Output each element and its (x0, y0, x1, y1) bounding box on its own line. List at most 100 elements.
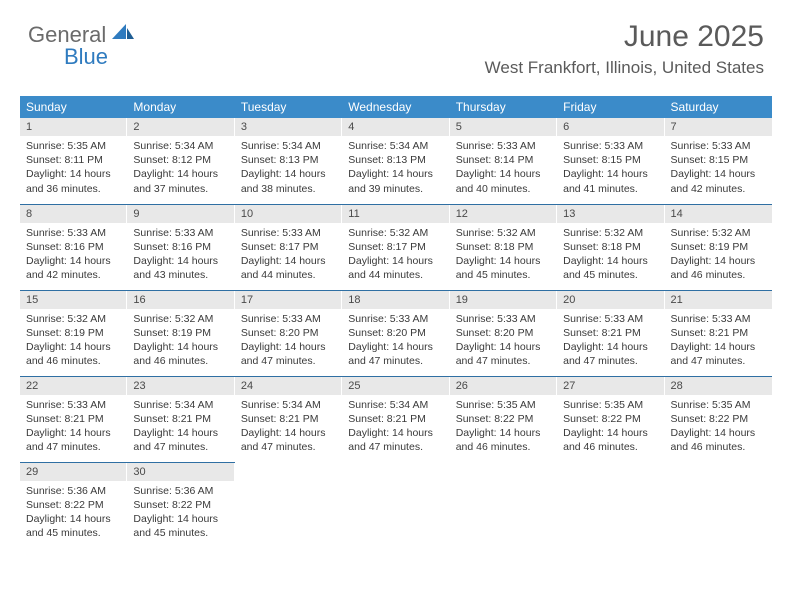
calendar-cell: 11Sunrise: 5:32 AMSunset: 8:17 PMDayligh… (342, 204, 449, 290)
sunrise-line: Sunrise: 5:33 AM (456, 139, 551, 153)
day-number: 5 (450, 118, 557, 136)
day-content: Sunrise: 5:33 AMSunset: 8:15 PMDaylight:… (665, 136, 772, 200)
sunrise-line: Sunrise: 5:32 AM (26, 312, 121, 326)
sunset-line: Sunset: 8:18 PM (456, 240, 551, 254)
day-header: Tuesday (235, 96, 342, 118)
sunset-line: Sunset: 8:22 PM (26, 498, 121, 512)
calendar-cell: 15Sunrise: 5:32 AMSunset: 8:19 PMDayligh… (20, 290, 127, 376)
day-content: Sunrise: 5:33 AMSunset: 8:21 PMDaylight:… (557, 309, 664, 373)
day-number: 26 (450, 377, 557, 395)
day-header: Thursday (450, 96, 557, 118)
month-title: June 2025 (485, 20, 764, 54)
sunrise-line: Sunrise: 5:34 AM (348, 398, 443, 412)
sunset-line: Sunset: 8:21 PM (26, 412, 121, 426)
sunrise-line: Sunrise: 5:34 AM (133, 398, 228, 412)
day-content: Sunrise: 5:33 AMSunset: 8:21 PMDaylight:… (20, 395, 127, 459)
day-content: Sunrise: 5:36 AMSunset: 8:22 PMDaylight:… (127, 481, 234, 545)
calendar-cell: 1Sunrise: 5:35 AMSunset: 8:11 PMDaylight… (20, 118, 127, 204)
day-content: Sunrise: 5:32 AMSunset: 8:19 PMDaylight:… (20, 309, 127, 373)
day-header: Saturday (665, 96, 772, 118)
calendar-week-row: 8Sunrise: 5:33 AMSunset: 8:16 PMDaylight… (20, 204, 772, 290)
daylight-line: Daylight: 14 hours and 38 minutes. (241, 167, 336, 195)
day-number: 4 (342, 118, 449, 136)
calendar-cell: 26Sunrise: 5:35 AMSunset: 8:22 PMDayligh… (450, 376, 557, 462)
calendar-cell: 20Sunrise: 5:33 AMSunset: 8:21 PMDayligh… (557, 290, 664, 376)
daylight-line: Daylight: 14 hours and 47 minutes. (671, 340, 766, 368)
daylight-line: Daylight: 14 hours and 41 minutes. (563, 167, 658, 195)
calendar-cell: 25Sunrise: 5:34 AMSunset: 8:21 PMDayligh… (342, 376, 449, 462)
sunset-line: Sunset: 8:12 PM (133, 153, 228, 167)
daylight-line: Daylight: 14 hours and 47 minutes. (348, 426, 443, 454)
sunrise-line: Sunrise: 5:32 AM (133, 312, 228, 326)
daylight-line: Daylight: 14 hours and 47 minutes. (348, 340, 443, 368)
logo-text-blue: Blue (64, 44, 108, 69)
calendar-week-row: 22Sunrise: 5:33 AMSunset: 8:21 PMDayligh… (20, 376, 772, 462)
day-number: 1 (20, 118, 127, 136)
sunset-line: Sunset: 8:22 PM (563, 412, 658, 426)
calendar-cell: 16Sunrise: 5:32 AMSunset: 8:19 PMDayligh… (127, 290, 234, 376)
calendar-cell (342, 462, 449, 548)
daylight-line: Daylight: 14 hours and 43 minutes. (133, 254, 228, 282)
daylight-line: Daylight: 14 hours and 45 minutes. (563, 254, 658, 282)
sunrise-line: Sunrise: 5:34 AM (241, 139, 336, 153)
sunset-line: Sunset: 8:20 PM (348, 326, 443, 340)
calendar-cell (665, 462, 772, 548)
day-content: Sunrise: 5:34 AMSunset: 8:13 PMDaylight:… (235, 136, 342, 200)
sunrise-line: Sunrise: 5:33 AM (671, 139, 766, 153)
sunset-line: Sunset: 8:19 PM (671, 240, 766, 254)
sunrise-line: Sunrise: 5:32 AM (563, 226, 658, 240)
day-content: Sunrise: 5:34 AMSunset: 8:12 PMDaylight:… (127, 136, 234, 200)
daylight-line: Daylight: 14 hours and 47 minutes. (456, 340, 551, 368)
daylight-line: Daylight: 14 hours and 37 minutes. (133, 167, 228, 195)
day-content: Sunrise: 5:33 AMSunset: 8:16 PMDaylight:… (127, 223, 234, 287)
day-number: 29 (20, 463, 127, 481)
sunrise-line: Sunrise: 5:35 AM (563, 398, 658, 412)
day-number: 10 (235, 205, 342, 223)
day-number: 25 (342, 377, 449, 395)
day-number: 16 (127, 291, 234, 309)
day-number: 6 (557, 118, 664, 136)
day-content: Sunrise: 5:35 AMSunset: 8:22 PMDaylight:… (450, 395, 557, 459)
day-number: 12 (450, 205, 557, 223)
day-number: 18 (342, 291, 449, 309)
sunset-line: Sunset: 8:20 PM (241, 326, 336, 340)
day-content: Sunrise: 5:35 AMSunset: 8:11 PMDaylight:… (20, 136, 127, 200)
sunset-line: Sunset: 8:14 PM (456, 153, 551, 167)
day-content: Sunrise: 5:34 AMSunset: 8:13 PMDaylight:… (342, 136, 449, 200)
sunset-line: Sunset: 8:17 PM (348, 240, 443, 254)
day-number: 27 (557, 377, 664, 395)
sunrise-line: Sunrise: 5:33 AM (133, 226, 228, 240)
daylight-line: Daylight: 14 hours and 47 minutes. (241, 340, 336, 368)
day-content: Sunrise: 5:33 AMSunset: 8:14 PMDaylight:… (450, 136, 557, 200)
sunset-line: Sunset: 8:21 PM (133, 412, 228, 426)
day-number: 7 (665, 118, 772, 136)
location: West Frankfort, Illinois, United States (485, 58, 764, 78)
daylight-line: Daylight: 14 hours and 40 minutes. (456, 167, 551, 195)
day-header-row: Sunday Monday Tuesday Wednesday Thursday… (20, 96, 772, 118)
sunset-line: Sunset: 8:20 PM (456, 326, 551, 340)
calendar-cell: 28Sunrise: 5:35 AMSunset: 8:22 PMDayligh… (665, 376, 772, 462)
sunset-line: Sunset: 8:21 PM (671, 326, 766, 340)
day-content: Sunrise: 5:33 AMSunset: 8:17 PMDaylight:… (235, 223, 342, 287)
sunset-line: Sunset: 8:17 PM (241, 240, 336, 254)
day-number: 15 (20, 291, 127, 309)
calendar-cell: 18Sunrise: 5:33 AMSunset: 8:20 PMDayligh… (342, 290, 449, 376)
sunset-line: Sunset: 8:19 PM (133, 326, 228, 340)
calendar-cell: 21Sunrise: 5:33 AMSunset: 8:21 PMDayligh… (665, 290, 772, 376)
calendar-cell: 12Sunrise: 5:32 AMSunset: 8:18 PMDayligh… (450, 204, 557, 290)
sunrise-line: Sunrise: 5:32 AM (348, 226, 443, 240)
day-content: Sunrise: 5:34 AMSunset: 8:21 PMDaylight:… (342, 395, 449, 459)
calendar-cell: 24Sunrise: 5:34 AMSunset: 8:21 PMDayligh… (235, 376, 342, 462)
calendar-cell: 6Sunrise: 5:33 AMSunset: 8:15 PMDaylight… (557, 118, 664, 204)
sunrise-line: Sunrise: 5:33 AM (26, 226, 121, 240)
day-content: Sunrise: 5:33 AMSunset: 8:21 PMDaylight:… (665, 309, 772, 373)
daylight-line: Daylight: 14 hours and 47 minutes. (133, 426, 228, 454)
day-content: Sunrise: 5:33 AMSunset: 8:20 PMDaylight:… (235, 309, 342, 373)
day-header: Wednesday (342, 96, 449, 118)
day-content: Sunrise: 5:32 AMSunset: 8:19 PMDaylight:… (665, 223, 772, 287)
calendar-cell: 17Sunrise: 5:33 AMSunset: 8:20 PMDayligh… (235, 290, 342, 376)
calendar-week-row: 15Sunrise: 5:32 AMSunset: 8:19 PMDayligh… (20, 290, 772, 376)
daylight-line: Daylight: 14 hours and 42 minutes. (671, 167, 766, 195)
day-content: Sunrise: 5:32 AMSunset: 8:19 PMDaylight:… (127, 309, 234, 373)
day-header: Monday (127, 96, 234, 118)
